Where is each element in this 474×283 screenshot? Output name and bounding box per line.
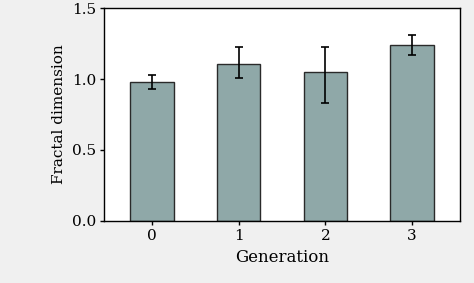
X-axis label: Generation: Generation — [235, 249, 329, 266]
Bar — [391, 45, 434, 221]
Bar — [217, 64, 260, 221]
Bar — [130, 82, 173, 221]
Y-axis label: Fractal dimension: Fractal dimension — [52, 45, 66, 185]
Bar — [304, 72, 347, 221]
